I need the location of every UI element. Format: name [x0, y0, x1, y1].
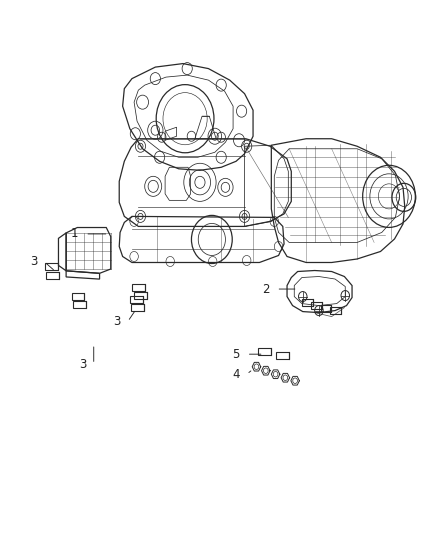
Text: 1: 1: [71, 228, 78, 240]
Text: 4: 4: [232, 368, 240, 381]
Text: 3: 3: [113, 315, 121, 328]
Text: 3: 3: [79, 358, 87, 370]
Text: 5: 5: [233, 348, 240, 361]
Text: 2: 2: [262, 282, 269, 295]
Text: 3: 3: [30, 255, 37, 268]
